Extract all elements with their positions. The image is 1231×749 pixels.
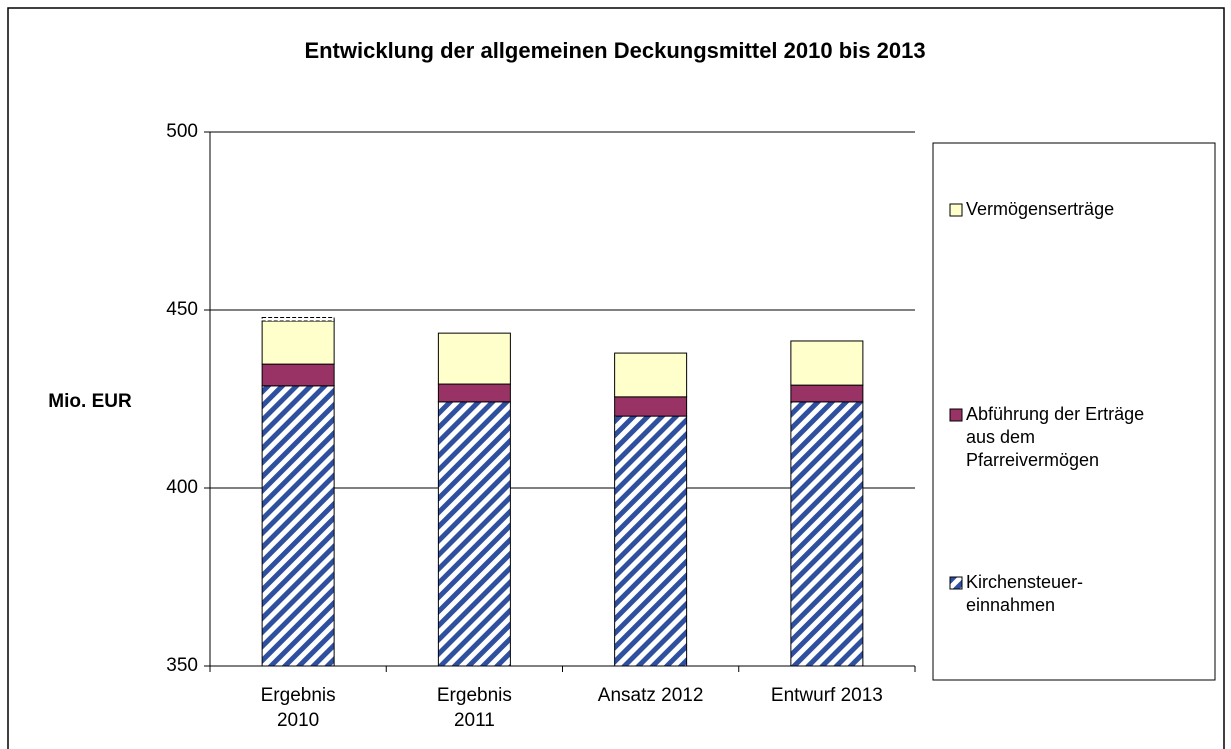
bar-segment: [437, 401, 511, 667]
x-tick-label: Ergebnis: [261, 685, 336, 706]
legend-box: [932, 142, 1216, 681]
legend-label: Kirchensteuer-: [966, 572, 1083, 592]
x-tick-label: 2010: [277, 710, 319, 731]
bar-segment: [437, 383, 511, 403]
legend-label: Pfarreivermögen: [966, 450, 1099, 470]
legend-label: Abführung der Erträge: [966, 404, 1144, 424]
y-tick-label: 450: [166, 299, 198, 320]
bar-segment: [261, 316, 335, 322]
x-tick-label: Entwurf 2013: [771, 685, 883, 706]
bar-segment: [261, 320, 335, 365]
bar-segment: [614, 396, 688, 417]
legend-swatch: [949, 203, 963, 217]
x-tick-label: Ergebnis: [437, 685, 512, 706]
x-tick-label: 2011: [454, 710, 495, 731]
legend-label: einnahmen: [966, 595, 1055, 615]
y-tick-label: 350: [166, 655, 198, 676]
bar-segment: [261, 385, 335, 667]
legend-label: aus dem: [966, 427, 1035, 447]
y-tick-label: 400: [166, 477, 198, 498]
bar-segment: [790, 384, 864, 403]
legend-label: Vermögenserträge: [966, 199, 1114, 219]
bar-segment: [790, 340, 864, 386]
y-tick-label: 500: [166, 121, 198, 142]
bar-segment: [614, 415, 688, 667]
chart-title: Entwicklung der allgemeinen Deckungsmitt…: [304, 38, 925, 63]
y-axis-label: Mio. EUR: [48, 391, 132, 412]
bar-segment: [437, 332, 511, 385]
x-tick-label: Ansatz 2012: [598, 685, 704, 706]
bar-segment: [261, 363, 335, 387]
bar-segment: [790, 401, 864, 667]
legend-swatch: [949, 576, 963, 590]
bar-segment: [614, 352, 688, 398]
legend-swatch: [949, 408, 963, 422]
